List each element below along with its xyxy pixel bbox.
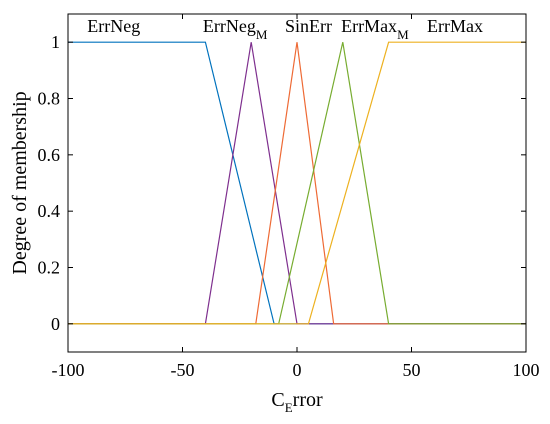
mf-label-sinerr: SinErr [285, 16, 332, 36]
mf-label-errmax: ErrMax [427, 16, 483, 36]
series-line-errneg-m [68, 42, 526, 325]
series-line-errneg [68, 41, 526, 325]
series-line-errmax [68, 41, 526, 325]
mf-label-errneg-m: ErrNegM [203, 16, 268, 42]
ticks-layer: -100 -50 0 50 100 0 0.2 0.4 0.6 0.8 1 [38, 14, 540, 380]
series-layer [68, 41, 526, 325]
x-axis-label: CError [271, 389, 323, 415]
y-tick-label: 0.4 [38, 201, 61, 221]
y-tick-label: 0.6 [38, 145, 61, 165]
y-tick-label: 0.8 [38, 89, 61, 109]
x-tick-label: 0 [293, 360, 302, 380]
series-line-sinerr [68, 42, 526, 325]
plot-frame [67, 13, 527, 353]
x-tick-label: 100 [513, 360, 540, 380]
y-tick-label: 0.2 [38, 258, 61, 278]
x-tick-label: 50 [403, 360, 421, 380]
y-tick-label: 0 [51, 314, 60, 334]
y-axis-label: Degree of membership [9, 91, 31, 274]
mf-label-errneg: ErrNeg [87, 16, 140, 36]
x-axis-label-main: C [271, 389, 284, 411]
mf-label-errmax-m: ErrMaxM [341, 16, 409, 42]
x-axis-label-sub: E [285, 400, 293, 415]
mf-labels-layer: ErrNeg ErrNegM SinErr ErrMaxM ErrMax [87, 16, 483, 42]
x-tick-label: -100 [52, 360, 85, 380]
x-axis-label-rest: rror [293, 389, 323, 411]
x-tick-label: -50 [171, 360, 195, 380]
series-line-errmax-m [68, 42, 526, 325]
y-tick-label: 1 [51, 32, 60, 52]
